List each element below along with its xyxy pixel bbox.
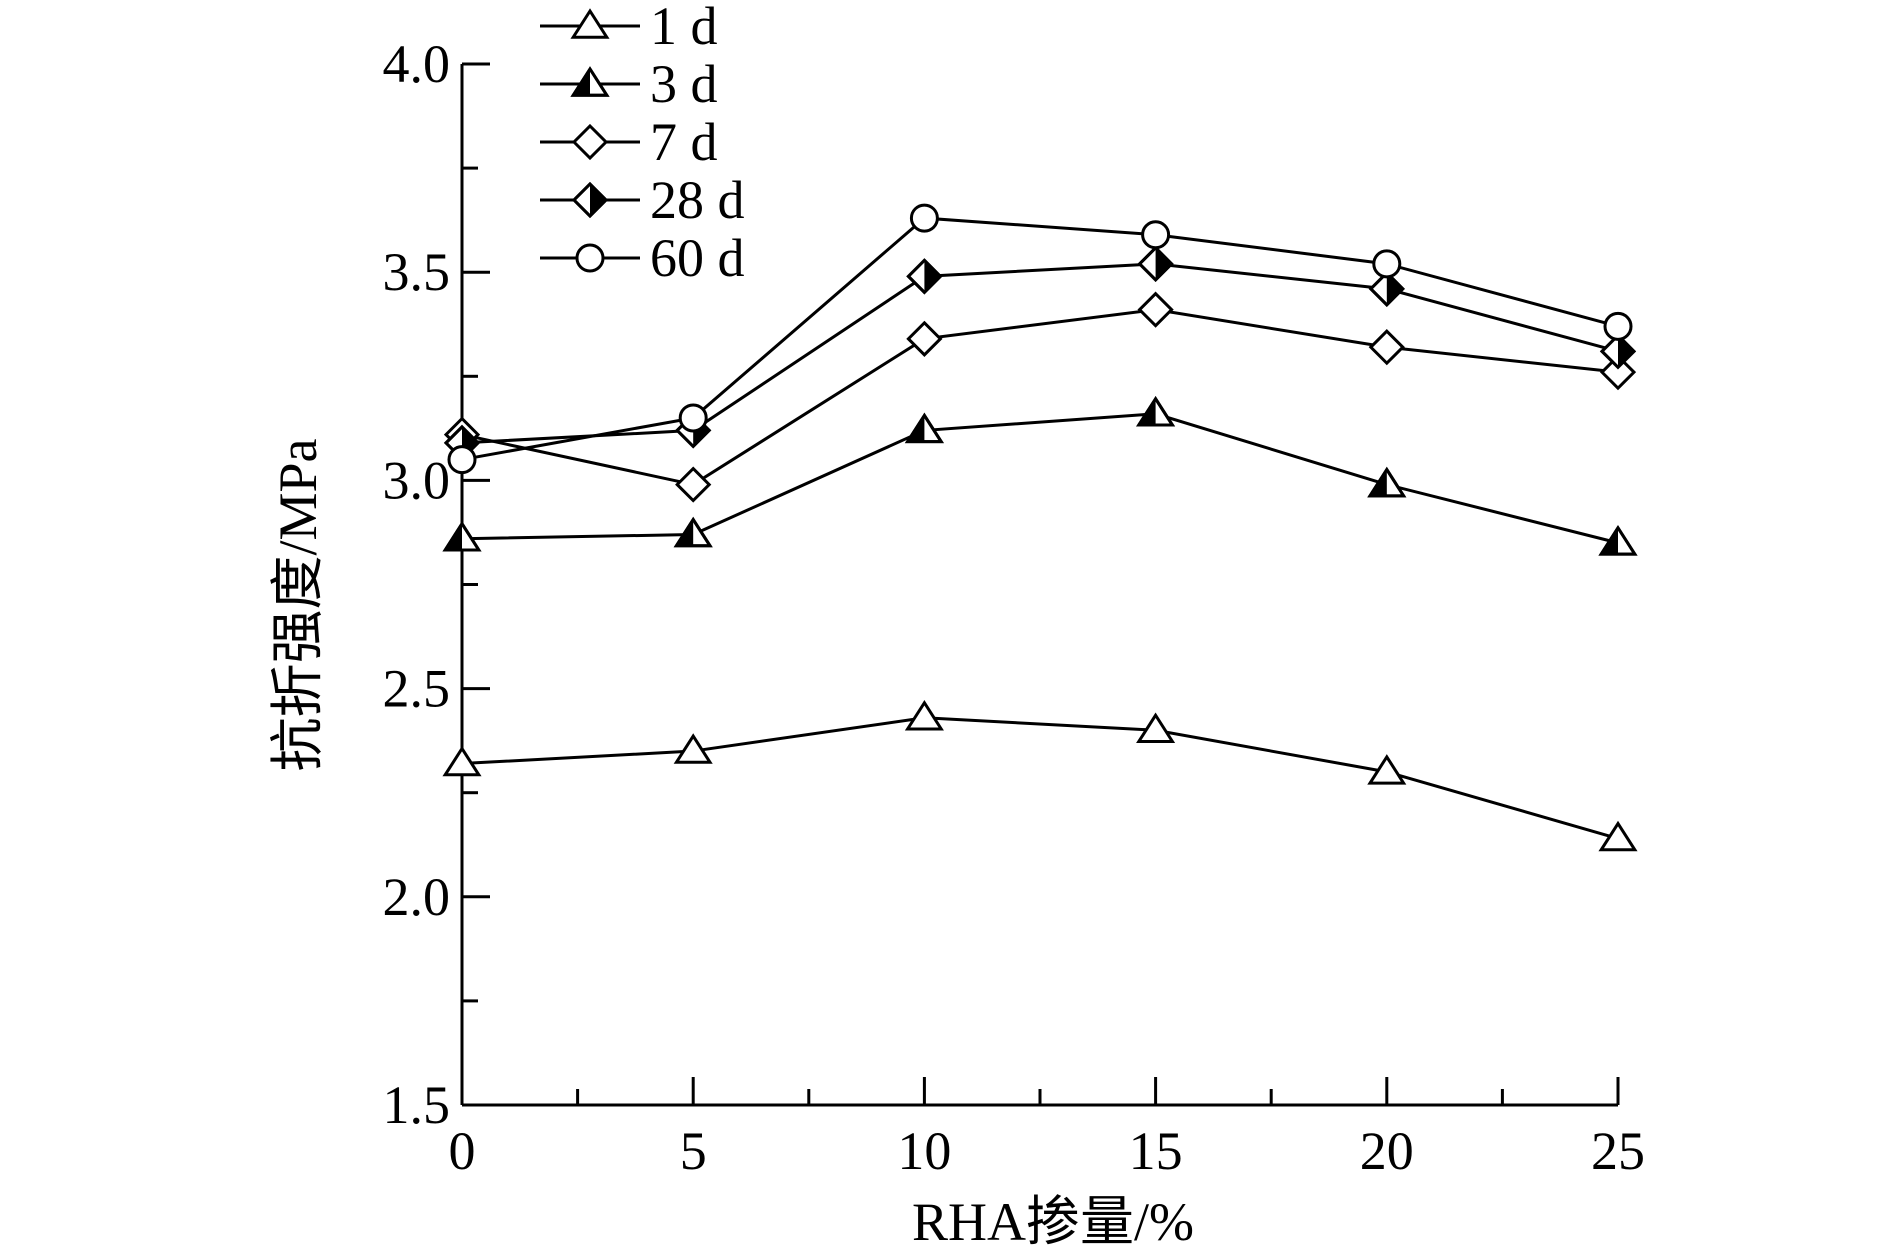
data-point — [1598, 525, 1638, 556]
legend: 1 d3 d7 d28 d60 d — [540, 0, 745, 288]
series-line-4 — [461, 216, 1619, 462]
y-axis-label: 抗折强度/MPa — [268, 438, 328, 771]
data-point — [1367, 754, 1407, 785]
legend-label: 1 d — [650, 0, 718, 56]
legend-item: 3 d — [540, 54, 718, 114]
data-point — [1136, 395, 1176, 427]
legend-label: 28 d — [650, 170, 745, 230]
y-tick-label: 1.5 — [383, 1075, 451, 1135]
data-point — [1372, 249, 1402, 279]
legend-marker — [575, 243, 605, 273]
data-point — [1603, 311, 1633, 341]
data-point — [678, 403, 708, 433]
legend-marker — [570, 66, 610, 97]
x-tick-label: 25 — [1591, 1121, 1645, 1181]
x-tick-label: 10 — [897, 1121, 951, 1181]
axes: 1.5 2.0 2.5 3.0 3.5 4.0 0 5 10 15 20 25 — [383, 34, 1646, 1181]
data-point — [1599, 354, 1637, 391]
data-point — [1136, 712, 1176, 743]
legend-marker — [571, 181, 609, 219]
data-point — [1137, 291, 1174, 328]
data-point — [904, 699, 944, 731]
data-point — [1141, 220, 1171, 250]
data-point — [909, 203, 939, 233]
legend-item: 7 d — [540, 112, 718, 172]
series-line-1 — [461, 412, 1619, 545]
legend-label: 60 d — [650, 228, 745, 288]
data-point — [442, 520, 482, 552]
series-line-0 — [461, 716, 1619, 840]
data-point — [906, 258, 943, 295]
data-point — [442, 745, 482, 777]
data-point — [673, 516, 713, 548]
data-point — [1137, 245, 1174, 282]
y-tick-label: 2.5 — [383, 659, 451, 719]
data-point — [904, 412, 944, 444]
data-point — [1598, 820, 1638, 852]
y-tick-label: 4.0 — [383, 34, 451, 94]
data-point — [1368, 329, 1405, 366]
legend-label: 7 d — [650, 112, 718, 172]
data-point — [906, 320, 943, 357]
legend-item: 1 d — [540, 0, 718, 56]
data-point — [673, 733, 713, 764]
legend-item: 28 d — [540, 170, 745, 230]
data-point — [1599, 333, 1637, 370]
legend-item: 60 d — [540, 228, 745, 288]
series-lines — [461, 216, 1619, 840]
x-tick-label: 15 — [1129, 1121, 1183, 1181]
x-tick-label: 0 — [449, 1121, 476, 1181]
series-line-2 — [461, 308, 1619, 487]
y-tick-label: 3.5 — [383, 242, 451, 302]
x-axis-label: RHA掺量/% — [912, 1192, 1194, 1246]
y-tick-label: 2.0 — [383, 867, 451, 927]
legend-marker — [570, 8, 610, 39]
x-tick-label: 5 — [680, 1121, 707, 1181]
legend-marker — [571, 123, 609, 161]
x-tick-label: 20 — [1360, 1121, 1414, 1181]
y-tick-label: 3.0 — [383, 450, 451, 510]
series-line-3 — [461, 262, 1619, 445]
data-point — [1367, 466, 1407, 498]
series-markers — [442, 203, 1638, 852]
data-point — [1368, 270, 1405, 307]
legend-label: 3 d — [650, 54, 718, 114]
data-point — [675, 466, 712, 503]
data-point — [447, 445, 477, 475]
